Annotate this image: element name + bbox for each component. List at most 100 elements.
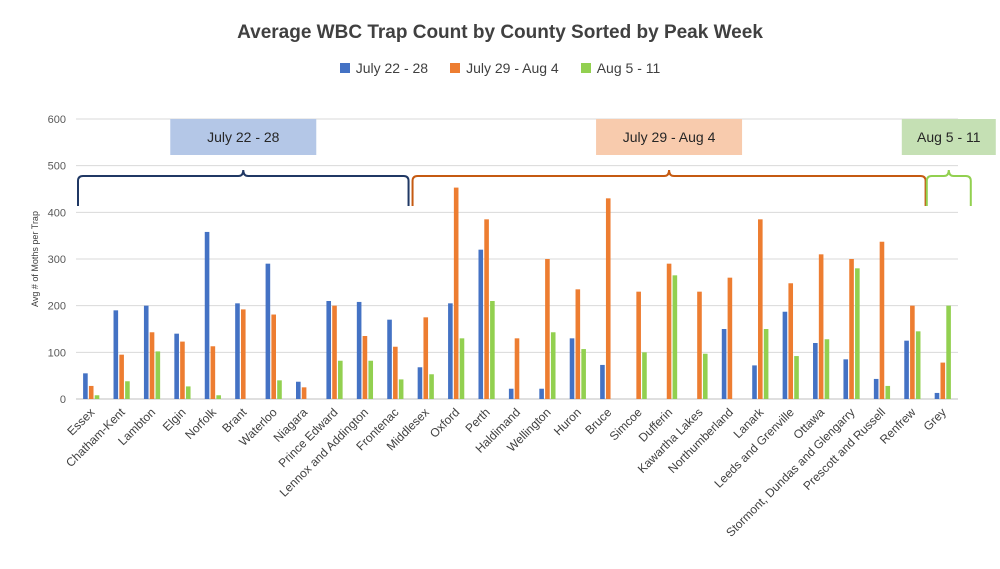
- bar-2: [758, 219, 763, 399]
- bar-1: [326, 301, 332, 399]
- group-label-1: July 22 - 28: [207, 129, 280, 145]
- bar-3: [490, 301, 495, 399]
- bar-3: [946, 305, 951, 399]
- bar-3: [125, 381, 130, 399]
- bar-2: [240, 309, 246, 399]
- bar-2: [393, 346, 398, 399]
- bar-1: [782, 311, 788, 399]
- group-bracket-3: [925, 169, 972, 206]
- bar-1: [539, 388, 544, 399]
- bar-3: [915, 331, 921, 399]
- y-tick-label: 300: [48, 254, 66, 266]
- bar-2: [849, 259, 854, 399]
- y-tick-label: 0: [60, 394, 66, 406]
- bar-1: [235, 303, 240, 399]
- bar-3: [581, 349, 586, 399]
- bar-2: [788, 283, 794, 399]
- group-label-box-1: [170, 119, 317, 155]
- x-tick-label: Grey: [921, 405, 949, 433]
- bar-2: [210, 346, 216, 399]
- bar-2: [666, 263, 672, 399]
- y-tick-label: 200: [48, 301, 66, 313]
- bar-2: [940, 362, 946, 399]
- bar-3: [277, 380, 282, 399]
- chart-title: Average WBC Trap Count by County Sorted …: [237, 22, 763, 43]
- bar-3: [185, 386, 191, 399]
- bar-2: [149, 332, 155, 399]
- bar-3: [429, 374, 434, 399]
- bar-2: [88, 385, 94, 399]
- x-tick-label: Oxford: [427, 405, 462, 440]
- bar-3: [672, 275, 678, 399]
- bar-3: [794, 356, 799, 399]
- bar-1: [752, 365, 757, 399]
- bar-2: [301, 387, 307, 399]
- bar-3: [94, 395, 100, 399]
- bar-2: [879, 241, 885, 399]
- bar-3: [855, 268, 860, 399]
- group-label-3: Aug 5 - 11: [917, 129, 981, 145]
- bar-2: [423, 317, 429, 399]
- legend-label-series-2: July 29 - Aug 4: [466, 60, 559, 76]
- group-label-box-3: [901, 119, 996, 155]
- bar-3: [642, 352, 647, 399]
- y-tick-label: 600: [48, 114, 66, 126]
- y-axis-title: Avg # of Moths per Trap: [30, 211, 40, 307]
- x-tick-label: Norfolk: [182, 405, 219, 442]
- bar-1: [204, 231, 210, 399]
- bar-3: [702, 353, 708, 399]
- bar-1: [721, 329, 727, 399]
- bar-3: [398, 379, 404, 399]
- bar-1: [356, 301, 362, 399]
- y-tick-label: 500: [48, 161, 66, 173]
- bar-1: [508, 388, 514, 399]
- bar-1: [478, 249, 484, 399]
- bar-3: [824, 339, 830, 399]
- bar-1: [873, 378, 879, 399]
- legend-item-series-1: July 22 - 28: [339, 60, 428, 76]
- bar-3: [216, 395, 221, 399]
- bar-3: [885, 385, 891, 399]
- bar-2: [514, 338, 520, 399]
- legend-swatch-series-3: [580, 63, 591, 73]
- bar-2: [910, 305, 915, 399]
- y-tick-label: 400: [48, 207, 66, 219]
- group-bracket-2: [411, 169, 927, 206]
- bar-2: [727, 277, 733, 399]
- bar-1: [448, 303, 453, 399]
- bar-3: [550, 332, 556, 399]
- bar-2: [818, 254, 824, 399]
- bar-1: [569, 338, 575, 399]
- y-tick-label: 100: [48, 347, 66, 359]
- bar-1: [265, 263, 271, 399]
- bar-3: [155, 351, 161, 399]
- bar-1: [934, 392, 940, 399]
- bar-2: [484, 219, 489, 399]
- bar-1: [904, 340, 909, 399]
- bar-2: [575, 289, 581, 399]
- bar-1: [813, 343, 818, 399]
- group-bracket-1: [77, 169, 410, 206]
- bar-2: [271, 314, 276, 399]
- bar-2: [332, 305, 337, 399]
- bar-1: [143, 305, 149, 399]
- bar-3: [459, 338, 465, 399]
- bar-1: [600, 364, 605, 399]
- x-tick-label: Huron: [551, 405, 584, 438]
- bar-2: [362, 336, 368, 399]
- bar-2: [697, 291, 702, 399]
- bar-2: [636, 291, 641, 399]
- bar-3: [763, 329, 769, 399]
- legend-swatch-series-1: [339, 63, 350, 73]
- bar-1: [174, 333, 179, 399]
- legend-swatch-series-2: [450, 63, 461, 73]
- bar-2: [453, 187, 459, 399]
- group-label-2: July 29 - Aug 4: [623, 129, 716, 145]
- bar-2: [180, 341, 185, 399]
- bar-1: [113, 310, 119, 399]
- bar-1: [296, 381, 301, 399]
- bar-1: [843, 359, 849, 399]
- group-label-box-2: [596, 119, 743, 155]
- legend: July 22 - 28 July 29 - Aug 4 Aug 5 - 11: [0, 60, 1000, 76]
